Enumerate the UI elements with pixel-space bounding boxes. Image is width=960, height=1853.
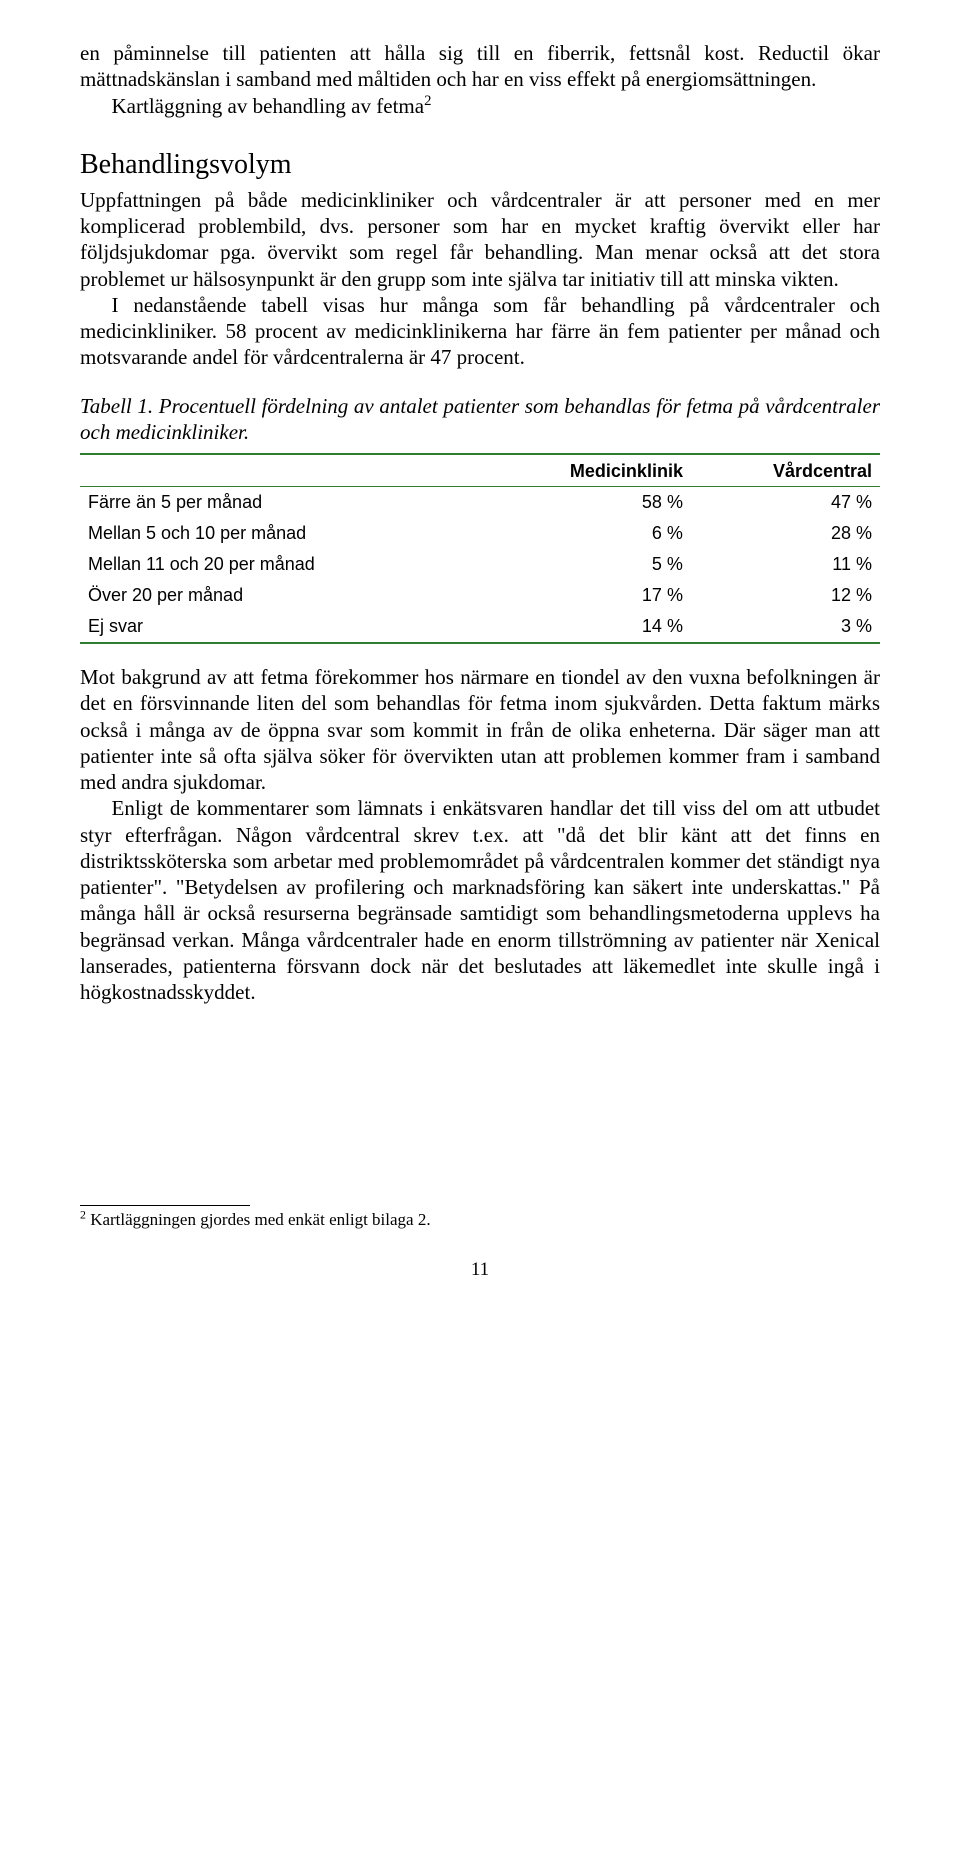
intro-p2-text: Kartläggning av behandling av fetma [112,94,425,118]
section-heading: Behandlingsvolym [80,149,880,181]
table-caption: Tabell 1. Procentuell fördelning av anta… [80,393,880,446]
intro-paragraph-2: Kartläggning av behandling av fetma2 [80,93,880,119]
data-table: Medicinklinik Vårdcentral Färre än 5 per… [80,453,880,644]
table-row: Mellan 5 och 10 per månad 6 % 28 % [80,518,880,549]
table-cell: Mellan 5 och 10 per månad [80,518,479,549]
after-paragraph-1: Mot bakgrund av att fetma förekommer hos… [80,664,880,795]
table-cell: 3 % [691,611,880,643]
section-paragraph-1: Uppfattningen på både medicinkliniker oc… [80,187,880,292]
table-cell: 28 % [691,518,880,549]
table-cell: Färre än 5 per månad [80,487,479,519]
page-number: 11 [80,1259,880,1281]
table-cell: 47 % [691,487,880,519]
table-cell: 12 % [691,580,880,611]
table-row: Över 20 per månad 17 % 12 % [80,580,880,611]
section-paragraph-2: I nedanstående tabell visas hur många so… [80,292,880,371]
footnote-separator [80,1205,250,1206]
table-cell: 11 % [691,549,880,580]
table-header-medicinklinik: Medicinklinik [479,454,691,487]
after-paragraph-2: Enligt de kommentarer som lämnats i enkä… [80,795,880,1005]
intro-paragraph-1: en påminnelse till patienten att hålla s… [80,40,880,93]
after-table-block: Mot bakgrund av att fetma förekommer hos… [80,664,880,1005]
table-cell: 14 % [479,611,691,643]
table-row: Ej svar 14 % 3 % [80,611,880,643]
footnote-ref-2: 2 [424,93,431,109]
table-cell: 6 % [479,518,691,549]
table-cell: Mellan 11 och 20 per månad [80,549,479,580]
table-cell: Över 20 per månad [80,580,479,611]
table-row: Mellan 11 och 20 per månad 5 % 11 % [80,549,880,580]
table-header-blank [80,454,479,487]
table-header-row: Medicinklinik Vårdcentral [80,454,880,487]
page: en påminnelse till patienten att hålla s… [0,0,960,1341]
table-row: Färre än 5 per månad 58 % 47 % [80,487,880,519]
table-header-vardcentral: Vårdcentral [691,454,880,487]
table-cell: 17 % [479,580,691,611]
footnote-text: Kartläggningen gjordes med enkät enligt … [86,1210,431,1229]
table-cell: 58 % [479,487,691,519]
footnote: 2 Kartläggningen gjordes med enkät enlig… [80,1210,880,1230]
table-cell: Ej svar [80,611,479,643]
table-cell: 5 % [479,549,691,580]
